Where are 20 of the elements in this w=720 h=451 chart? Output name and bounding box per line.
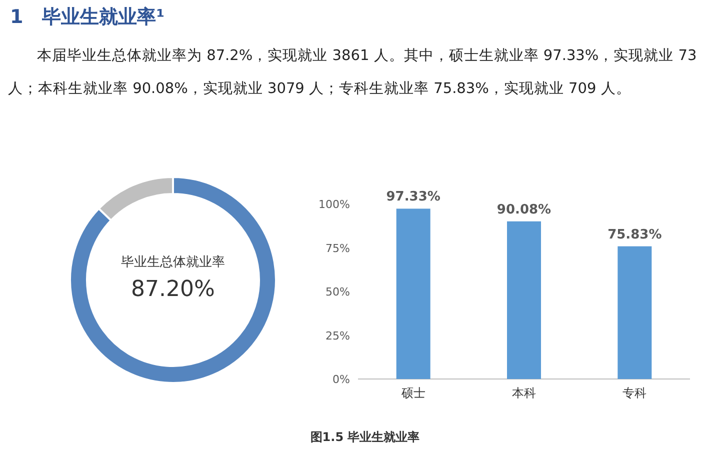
bar — [618, 246, 652, 379]
text: 本届毕业生总体就业率为 87.2%，实现就业 3861 人。其中，硕士生就业率 97.33%，实现就业 73 人；本科生就业率 90.08%，实现就业 3079 人；专科生就业率 75.83%，实现就业 709 人。 — [8, 46, 698, 99]
bar — [507, 221, 541, 379]
chart-title: 1 毕业生就业率¹ — [10, 5, 165, 30]
donut-slice — [69, 176, 277, 384]
data-label: 75.83% — [608, 227, 662, 242]
y-tick-label: 0% — [332, 373, 350, 386]
data-label: 87.20% — [131, 277, 215, 302]
text: 毕业生总体就业率 — [121, 254, 225, 270]
caption: 图1.5 毕业生就业率 — [310, 430, 420, 444]
x-tick-label: 硕士 — [400, 386, 426, 400]
x-tick-label: 专科 — [622, 386, 647, 400]
y-tick-label: 25% — [326, 329, 350, 342]
y-tick-label: 75% — [326, 242, 350, 255]
data-label: 90.08% — [496, 202, 552, 218]
x-tick-label: 本科 — [512, 386, 536, 400]
data-label: 97.33% — [386, 190, 440, 205]
y-tick-label: 100% — [318, 198, 350, 211]
y-tick-label: 50% — [326, 286, 350, 298]
bar — [396, 208, 430, 379]
